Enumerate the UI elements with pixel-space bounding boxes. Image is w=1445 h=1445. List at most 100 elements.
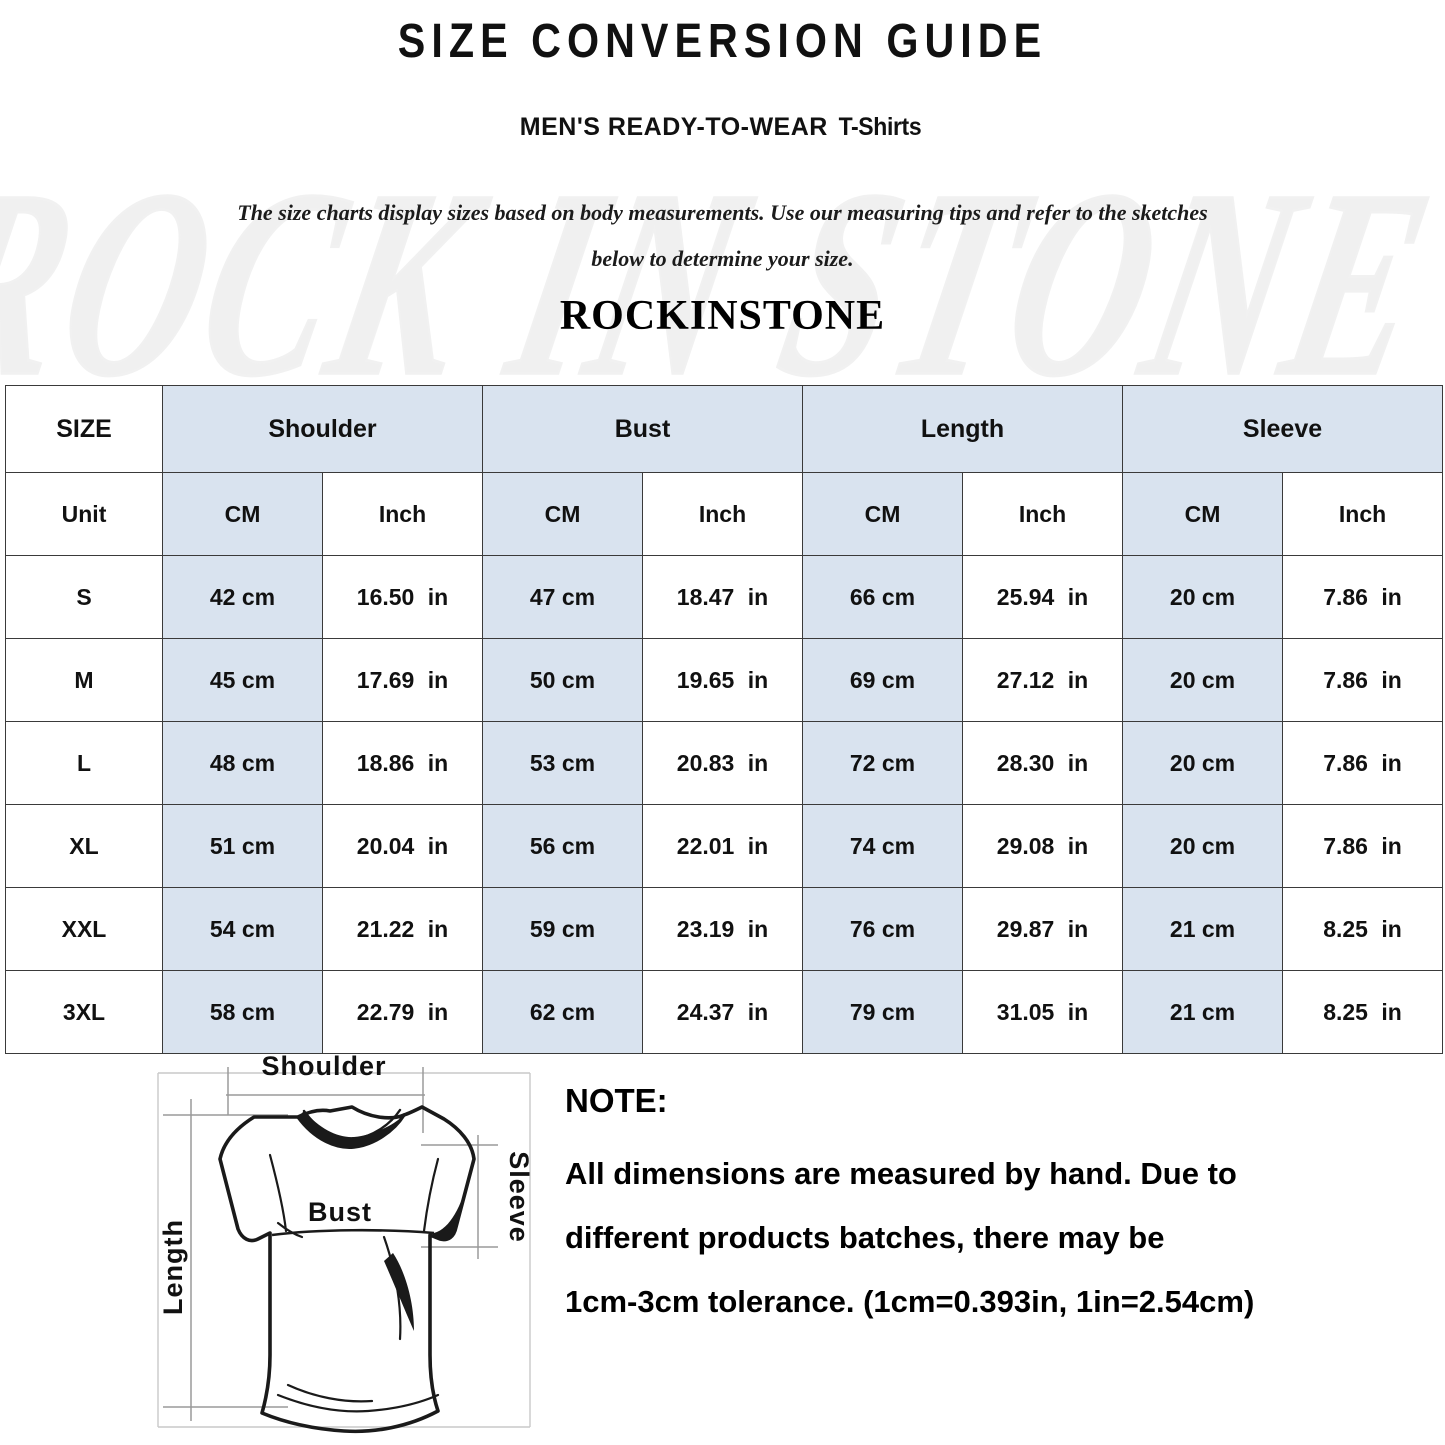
cell-length-in: 29.87 in (961, 887, 1124, 971)
cell-sleeve-in: 7.86 in (1282, 638, 1444, 722)
cell-size: S (5, 555, 163, 639)
header-unit: Unit (5, 472, 163, 556)
cell-length-cm: 69 cm (802, 638, 963, 722)
cell-sleeve-in: 7.86 in (1282, 804, 1444, 888)
table-row: S 42 cm 16.50 in 47 cm 18.47 in 66 cm 25.94 in… (5, 555, 1444, 639)
fold-shading (384, 1179, 468, 1331)
cell-bust-in: 22.01 in (642, 804, 803, 888)
cell-bust-cm: 53 cm (482, 721, 643, 805)
diagram-label-sleeve: Sleeve (504, 1151, 534, 1243)
header-bust-cm: CM (482, 472, 643, 556)
cell-shoulder-in: 16.50 in (322, 555, 483, 639)
cell-sleeve-cm: 21 cm (1122, 887, 1284, 971)
cell-sleeve-cm: 20 cm (1122, 555, 1284, 639)
cell-length-cm: 74 cm (802, 804, 963, 888)
cell-bust-cm: 56 cm (482, 804, 643, 888)
header-group-shoulder: Shoulder (162, 385, 483, 473)
table-row: XXL 54 cm 21.22 in 59 cm 23.19 in 76 cm 29.87 … (5, 887, 1444, 971)
table-group-header-row: SIZE Shoulder Bust Length Sleeve (5, 385, 1444, 473)
cell-shoulder-cm: 48 cm (162, 721, 323, 805)
cell-length-cm: 76 cm (802, 887, 963, 971)
dimension-lines (163, 1067, 498, 1421)
header-sleeve-cm: CM (1122, 472, 1284, 556)
cell-length-in: 31.05 in (961, 970, 1124, 1054)
brand-name: ROCKINSTONE (559, 293, 886, 339)
cell-shoulder-in: 20.04 in (322, 804, 483, 888)
note-line-1: All dimensions are measured by hand. Due… (565, 1156, 1237, 1191)
cell-bust-cm: 47 cm (482, 555, 643, 639)
cell-bust-in: 18.47 in (642, 555, 803, 639)
note-title: NOTE: (565, 1082, 668, 1119)
diagram-label-bust: Bust (308, 1197, 372, 1227)
table-unit-row: Unit CM Inch CM Inch CM Inch CM Inch (5, 472, 1444, 556)
cell-length-cm: 79 cm (802, 970, 963, 1054)
cell-shoulder-in: 18.86 in (322, 721, 483, 805)
tshirt-measurement-diagram: Shoulder Bust Length Sleeve (138, 1055, 550, 1440)
bust-measure-line (271, 1228, 435, 1237)
cell-size: XXL (5, 887, 163, 971)
size-conversion-table: SIZE Shoulder Bust Length Sleeve Unit CM… (5, 385, 1444, 1054)
cell-shoulder-in: 17.69 in (322, 638, 483, 722)
cell-shoulder-in: 22.79 in (322, 970, 483, 1054)
cell-sleeve-cm: 20 cm (1122, 721, 1284, 805)
subtitle-product: T-Shirts (838, 113, 922, 141)
cell-sleeve-cm: 21 cm (1122, 970, 1284, 1054)
subtitle-category: MEN'S READY-TO-WEAR (519, 113, 828, 141)
tshirt-outline (218, 1105, 476, 1434)
page-description: The size charts display sizes based on b… (0, 190, 1445, 282)
header-shoulder-inch: Inch (322, 472, 483, 556)
diagram-label-length: Length (158, 1219, 188, 1315)
diagram-label-shoulder: Shoulder (261, 1055, 386, 1081)
cell-bust-in: 23.19 in (642, 887, 803, 971)
cell-size: M (5, 638, 163, 722)
cell-length-cm: 72 cm (802, 721, 963, 805)
table-row: M 45 cm 17.69 in 50 cm 19.65 in 69 cm 27.12 in… (5, 638, 1444, 722)
note-line-3: 1cm-3cm tolerance. (1cm=0.393in, 1in=2.5… (565, 1284, 1255, 1319)
cell-sleeve-cm: 20 cm (1122, 638, 1284, 722)
cell-shoulder-cm: 54 cm (162, 887, 323, 971)
cell-size: L (5, 721, 163, 805)
cell-length-in: 29.08 in (961, 804, 1124, 888)
table-row: XL 51 cm 20.04 in 56 cm 22.01 in 74 cm 29.08 i… (5, 804, 1444, 888)
cell-shoulder-cm: 51 cm (162, 804, 323, 888)
cell-bust-cm: 50 cm (482, 638, 643, 722)
description-line-2: below to determine your size. (591, 246, 854, 271)
cell-bust-in: 20.83 in (642, 721, 803, 805)
note-line-2: different products batches, there may be (565, 1220, 1165, 1255)
cell-length-in: 27.12 in (961, 638, 1124, 722)
page-title: SIZE CONVERSION GUIDE (397, 15, 1048, 68)
header-length-cm: CM (802, 472, 963, 556)
cell-sleeve-in: 7.86 in (1282, 555, 1444, 639)
cell-size: XL (5, 804, 163, 888)
cell-bust-in: 19.65 in (642, 638, 803, 722)
page-subtitle: MEN'S READY-TO-WEAR T-Shirts (0, 113, 1445, 142)
header-group-length: Length (801, 385, 1124, 473)
cell-bust-cm: 59 cm (482, 887, 643, 971)
table-row: L 48 cm 18.86 in 53 cm 20.83 in 72 cm 28.30 in… (5, 721, 1444, 805)
cell-length-in: 28.30 in (961, 721, 1124, 805)
header-length-inch: Inch (961, 472, 1124, 556)
cell-shoulder-cm: 45 cm (162, 638, 323, 722)
cell-bust-in: 24.37 in (642, 970, 803, 1054)
cell-shoulder-cm: 42 cm (162, 555, 323, 639)
cell-shoulder-cm: 58 cm (162, 970, 323, 1054)
table-body: S 42 cm 16.50 in 47 cm 18.47 in 66 cm 25.94 in… (5, 555, 1444, 1054)
note-body: All dimensions are measured by hand. Due… (565, 1142, 1415, 1334)
cell-length-in: 25.94 in (961, 555, 1124, 639)
note-block: NOTE: All dimensions are measured by han… (565, 1082, 1415, 1334)
header-group-sleeve: Sleeve (1122, 385, 1444, 473)
header-sleeve-inch: Inch (1282, 472, 1444, 556)
fold-lines (268, 1153, 440, 1413)
description-line-1: The size charts display sizes based on b… (237, 200, 1208, 225)
header-group-bust: Bust (482, 385, 803, 473)
cell-sleeve-cm: 20 cm (1122, 804, 1284, 888)
cell-bust-cm: 62 cm (482, 970, 643, 1054)
header-bust-inch: Inch (642, 472, 803, 556)
cell-size: 3XL (5, 970, 163, 1054)
collar-shading (298, 1111, 404, 1148)
guide-lines (157, 1072, 531, 1428)
cell-shoulder-in: 21.22 in (322, 887, 483, 971)
cell-sleeve-in: 8.25 in (1282, 887, 1444, 971)
cell-sleeve-in: 8.25 in (1282, 970, 1444, 1054)
